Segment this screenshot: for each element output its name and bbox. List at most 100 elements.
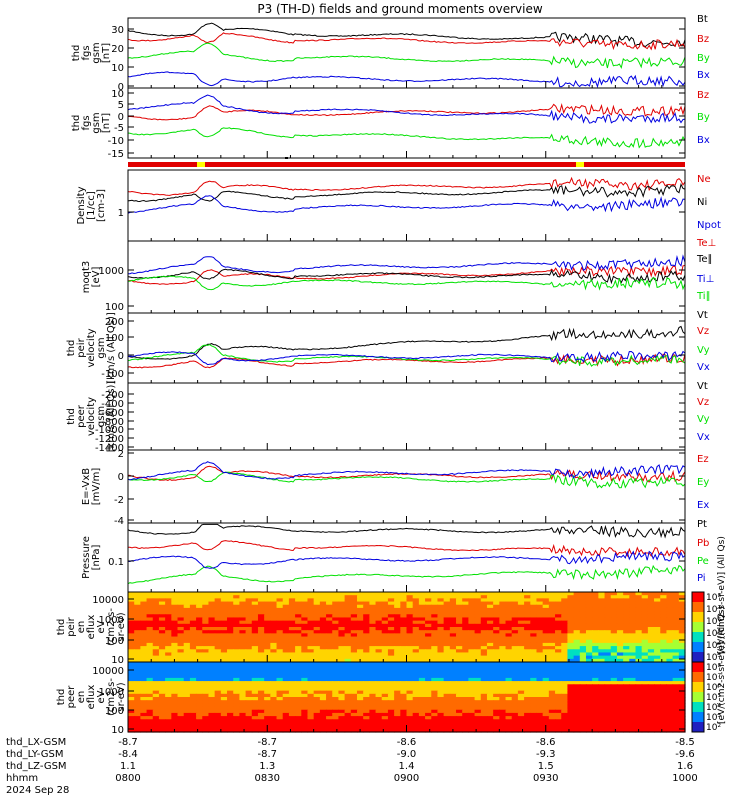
heatmap-cell — [356, 665, 364, 669]
heatmap-cell — [493, 592, 500, 596]
y-tick-label: -10 — [108, 136, 124, 147]
heatmap-cell — [326, 646, 333, 650]
heatmap-cell — [313, 668, 321, 673]
heatmap-cell — [418, 604, 426, 609]
ephemeris-value: -8.5 — [675, 737, 695, 748]
heatmap-cell — [505, 719, 513, 724]
heatmap-cell — [189, 712, 197, 717]
heatmap-cell — [616, 671, 624, 676]
heatmap-cell — [375, 712, 383, 717]
heatmap-cell — [536, 646, 544, 650]
heatmap-cell — [635, 671, 643, 676]
heatmap-cell — [517, 668, 525, 673]
heatmap-cell — [542, 700, 550, 704]
heatmap-cell — [245, 614, 253, 619]
heatmap-cell — [128, 671, 135, 676]
heatmap-cell — [511, 636, 519, 641]
heatmap-cell — [146, 719, 154, 724]
heatmap-cell — [456, 636, 463, 641]
heatmap-cell — [313, 652, 321, 657]
heatmap-cell — [326, 636, 333, 641]
heatmap-cell — [220, 703, 228, 708]
heatmap-cell — [140, 681, 148, 685]
heatmap-cell — [264, 709, 271, 714]
heatmap-cell — [443, 690, 451, 695]
heatmap-cell — [678, 646, 686, 650]
heatmap-cell — [387, 716, 395, 720]
heatmap-cell — [239, 604, 247, 609]
heatmap-cell — [344, 690, 352, 695]
heatmap-cell — [641, 684, 649, 689]
heatmap-cell — [307, 646, 315, 650]
heatmap-cell — [356, 668, 364, 673]
heatmap-cell — [196, 725, 203, 730]
heatmap-cell — [363, 592, 370, 596]
heatmap-cell — [146, 693, 154, 698]
heatmap-cell — [177, 620, 185, 625]
heatmap-cell — [654, 620, 661, 625]
heatmap-cell — [425, 655, 432, 660]
heatmap-cell — [313, 611, 321, 615]
heatmap-cell — [579, 712, 587, 717]
heatmap-cell — [462, 655, 469, 660]
heatmap-cell — [616, 617, 624, 622]
heatmap-cell — [288, 668, 296, 673]
heatmap-cell — [375, 633, 383, 638]
heatmap-cell — [585, 687, 593, 692]
heatmap-cell — [394, 681, 401, 685]
legend-Vy: Vy — [697, 345, 710, 356]
heatmap-cell — [276, 639, 284, 644]
heatmap-cell — [499, 719, 507, 724]
heatmap-cell — [660, 709, 668, 714]
heatmap-cell — [672, 652, 680, 657]
heatmap-cell — [530, 665, 538, 669]
heatmap-cell — [499, 722, 507, 727]
heatmap-cell — [555, 665, 562, 669]
heatmap-cell — [610, 665, 618, 669]
heatmap-cell — [134, 642, 141, 647]
heatmap-cell — [678, 712, 686, 717]
heatmap-cell — [381, 668, 389, 673]
heatmap-cell — [344, 604, 352, 609]
heatmap-cell — [654, 607, 661, 612]
heatmap-cell — [418, 700, 426, 704]
colorbar-tick-label: 10⁶ — [706, 617, 721, 627]
heatmap-cell — [431, 614, 439, 619]
heatmap-cell — [610, 633, 618, 638]
heatmap-cell — [561, 700, 569, 704]
heatmap-cell — [654, 697, 661, 701]
heatmap-cell — [338, 617, 346, 622]
heatmap-cell — [227, 719, 234, 724]
legend-Bx: Bx — [697, 70, 710, 81]
heatmap-cell — [128, 611, 135, 615]
heatmap-cell — [456, 706, 463, 711]
heatmap-cell — [567, 662, 575, 666]
heatmap-cell — [511, 662, 519, 666]
heatmap-cell — [647, 671, 655, 676]
heatmap-cell — [456, 728, 463, 733]
heatmap-cell — [227, 668, 234, 673]
heatmap-cell — [288, 703, 296, 708]
heatmap-cell — [610, 658, 618, 663]
heatmap-cell — [227, 690, 234, 695]
heatmap-cell — [635, 649, 643, 654]
heatmap-cell — [443, 722, 451, 727]
ephemeris-value: -9.3 — [536, 749, 556, 760]
heatmap-cell — [326, 617, 333, 622]
heatmap-cell — [307, 725, 315, 730]
heatmap-cell — [295, 725, 302, 730]
heatmap-cell — [579, 728, 587, 733]
heatmap-cell — [189, 722, 197, 727]
heatmap-cell — [301, 595, 309, 599]
heatmap-cell — [307, 639, 315, 644]
heatmap-cell — [678, 630, 686, 634]
heatmap-cell — [264, 630, 271, 634]
legend-Vx: Vx — [697, 362, 710, 373]
heatmap-cell — [171, 681, 179, 685]
heatmap-cell — [394, 716, 401, 720]
heatmap-cell — [536, 601, 544, 606]
heatmap-cell — [276, 649, 284, 654]
heatmap-cell — [567, 620, 575, 625]
heatmap-cell — [592, 700, 599, 704]
heatmap-cell — [288, 623, 296, 628]
